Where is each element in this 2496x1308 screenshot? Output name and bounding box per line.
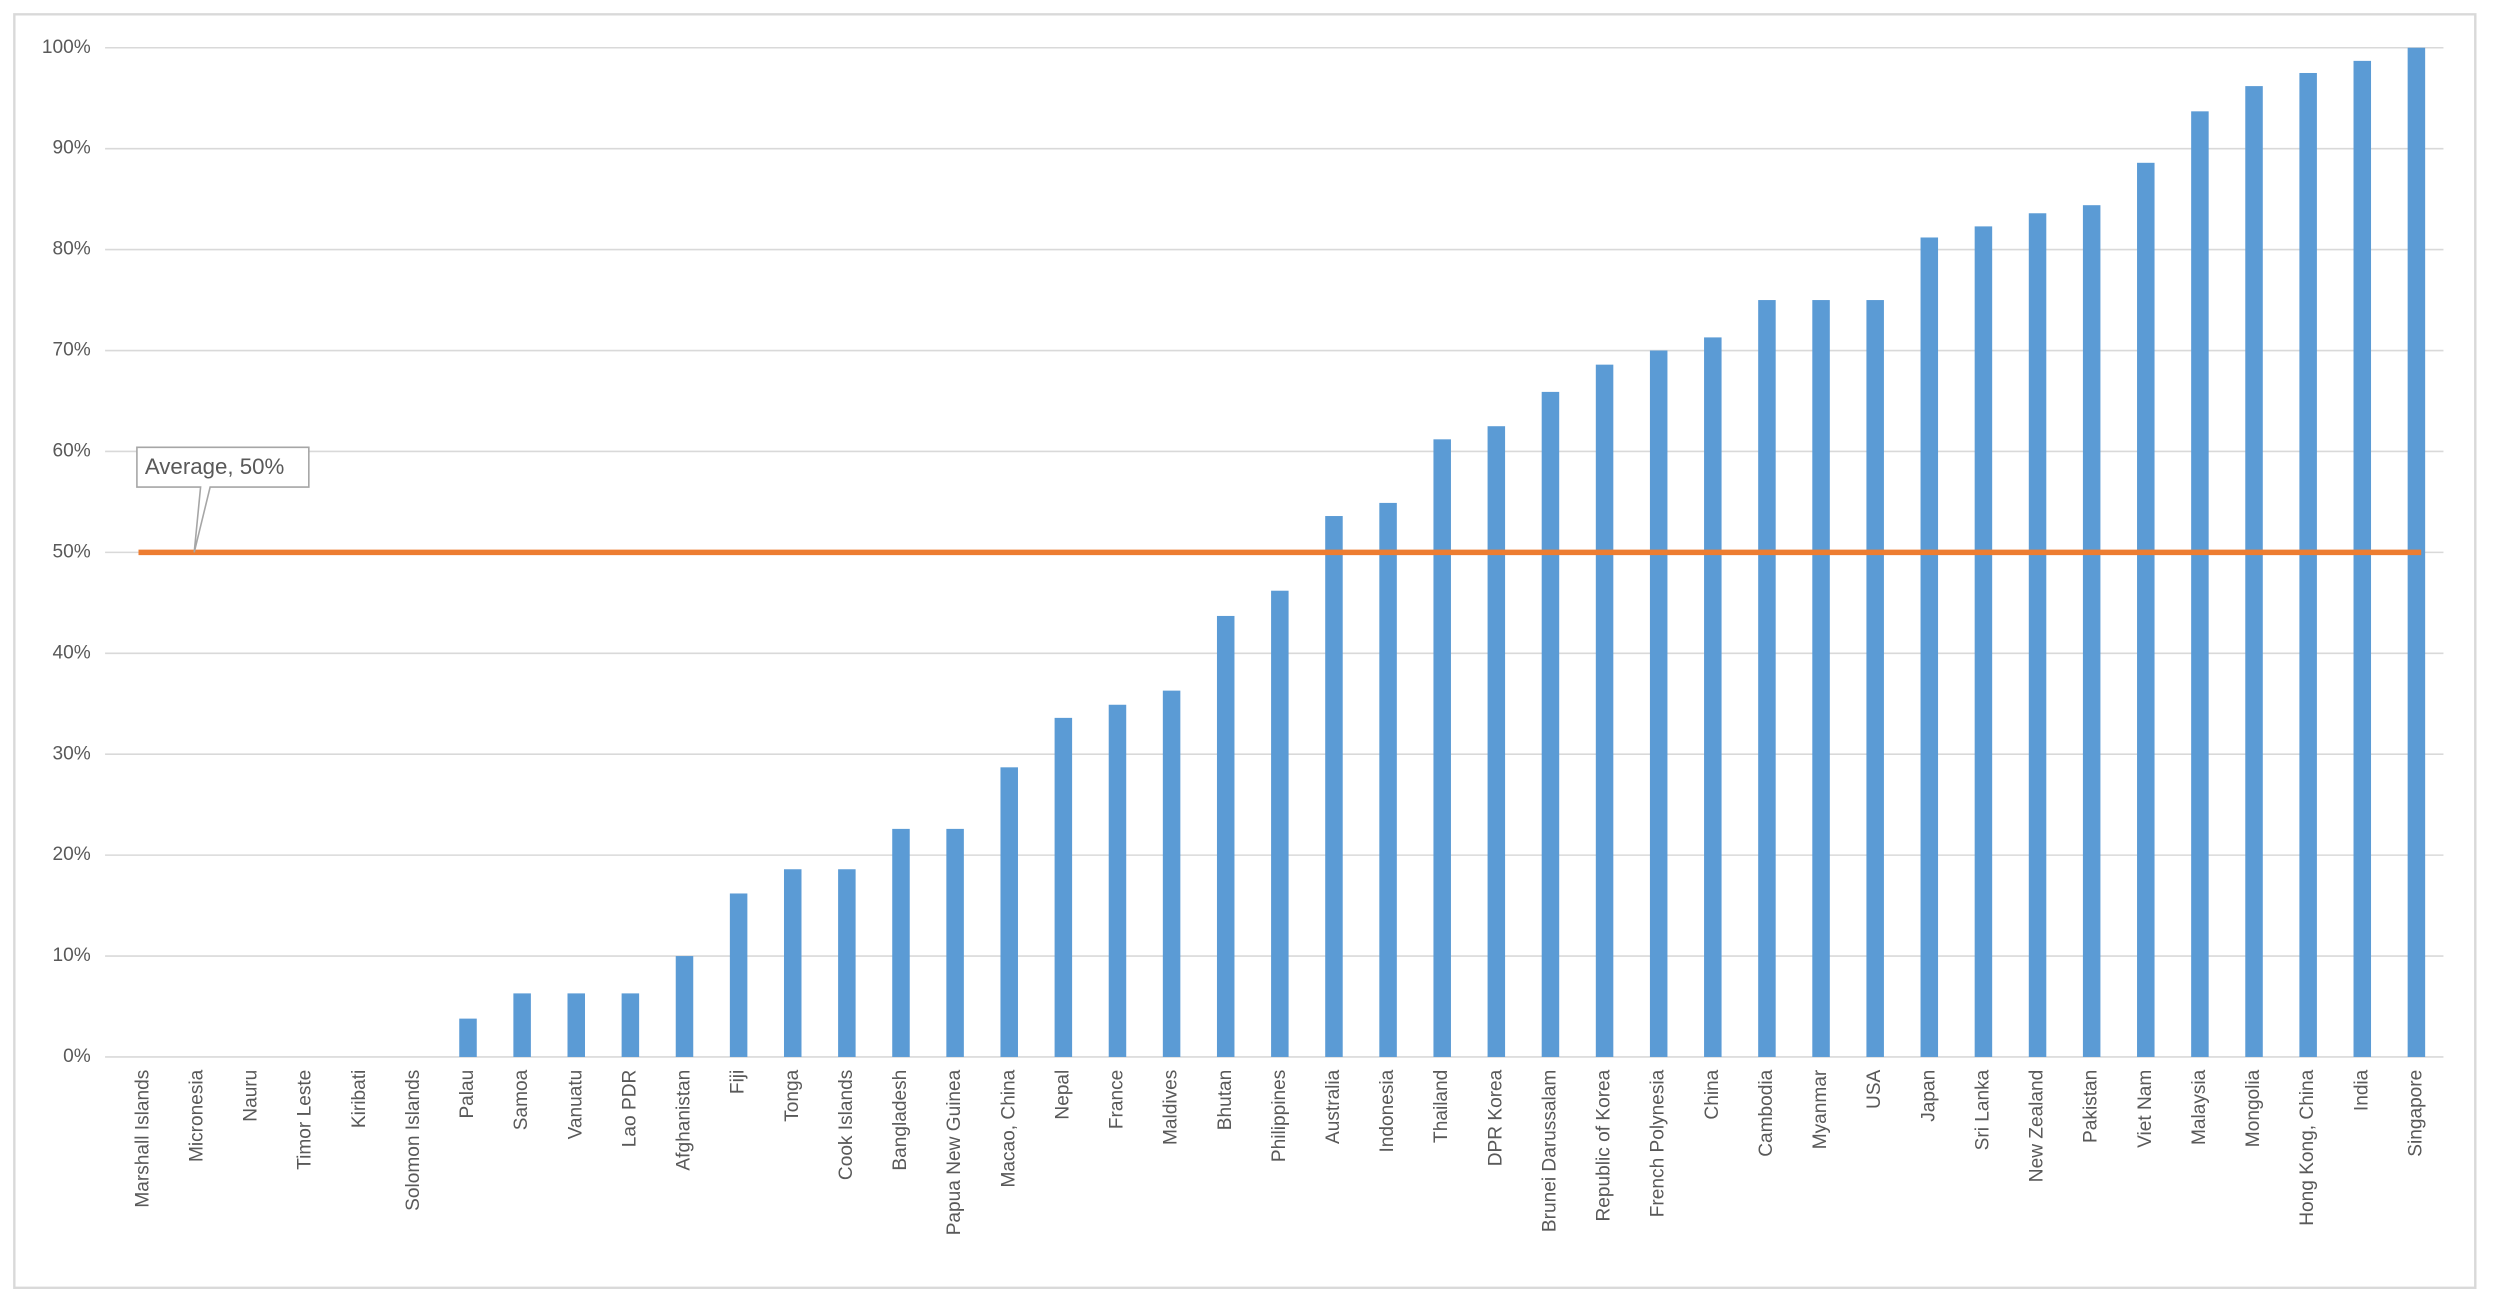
- x-tick-label: USA: [1864, 1069, 1885, 1109]
- bar: [1758, 300, 1776, 1057]
- x-tick-label: Brunei Darussalam: [1539, 1070, 1560, 1232]
- y-tick-label: 90%: [53, 138, 91, 159]
- bar: [1054, 717, 1073, 1057]
- x-tick-label: Cambodia: [1756, 1069, 1777, 1156]
- x-tick-label: Philippines: [1269, 1070, 1290, 1162]
- bar: [621, 993, 640, 1057]
- x-tick-label: Cook Islands: [836, 1070, 857, 1180]
- x-tick-label: Sri Lanka: [1972, 1069, 1993, 1150]
- y-tick-label: 70%: [53, 340, 91, 361]
- x-tick-label: Republic of Korea: [1594, 1069, 1615, 1221]
- y-tick-label: 100%: [42, 37, 91, 58]
- x-tick-label: Hong Kong, China: [2297, 1069, 2318, 1225]
- bar: [1271, 590, 1289, 1057]
- x-tick-label: New Zealand: [2027, 1070, 2048, 1183]
- callout-box: [136, 446, 310, 553]
- bar: [2299, 72, 2317, 1057]
- x-tick-label: Fiji: [728, 1070, 749, 1094]
- x-tick-label: Australia: [1323, 1069, 1344, 1144]
- x-tick-label: Pakistan: [2081, 1070, 2102, 1143]
- x-tick-label: India: [2351, 1069, 2372, 1111]
- x-tick-label: Nauru: [241, 1070, 262, 1122]
- bar: [1541, 391, 1560, 1057]
- bar: [459, 1018, 477, 1057]
- bar: [2082, 205, 2101, 1057]
- bar: [2353, 60, 2372, 1057]
- y-tick-label: 0%: [63, 1046, 91, 1067]
- x-tick-label: Japan: [1918, 1070, 1939, 1122]
- x-tick-label: France: [1107, 1070, 1128, 1129]
- x-tick-label: Afghanistan: [674, 1070, 695, 1171]
- y-tick-label: 50%: [53, 541, 91, 562]
- x-tick-label: Micronesia: [186, 1069, 207, 1162]
- bar: [946, 828, 964, 1057]
- x-tick-label: Tonga: [782, 1069, 803, 1121]
- x-tick-label: Bhutan: [1215, 1070, 1236, 1131]
- bar: [1433, 439, 1451, 1057]
- bar: [1487, 426, 1506, 1057]
- bar: [838, 869, 856, 1057]
- x-tick-label: Mongolia: [2243, 1069, 2264, 1147]
- x-tick-label: Marshall Islands: [132, 1070, 153, 1208]
- x-tick-label: Solomon Islands: [403, 1070, 424, 1211]
- x-tick-label: DPR Korea: [1485, 1069, 1506, 1166]
- x-tick-label: Lao PDR: [619, 1070, 640, 1147]
- x-tick-label: Maldives: [1161, 1070, 1182, 1145]
- bar: [1595, 364, 1614, 1057]
- x-tick-label: Vanuatu: [565, 1070, 586, 1140]
- x-tick-label: Myanmar: [1810, 1069, 1831, 1149]
- x-tick-label: Kiribati: [349, 1070, 370, 1128]
- x-tick-label: Papua New Guinea: [944, 1069, 965, 1235]
- bar: [567, 993, 586, 1057]
- bar: [1920, 237, 1939, 1057]
- bar: [2191, 111, 2209, 1057]
- average-label: Average, 50%: [145, 454, 284, 479]
- bar: [1649, 350, 1668, 1057]
- x-tick-label: Palau: [457, 1070, 478, 1119]
- bar: [1000, 767, 1018, 1057]
- x-tick-label: Bangladesh: [890, 1070, 911, 1171]
- x-tick-label: Viet Nam: [2135, 1070, 2156, 1148]
- bar: [1325, 516, 1343, 1057]
- bar: [2137, 162, 2155, 1057]
- y-tick-label: 60%: [53, 440, 91, 461]
- chart-frame: [13, 13, 2477, 1289]
- bar: [892, 828, 910, 1057]
- x-tick-label: French Polynesia: [1648, 1069, 1669, 1217]
- y-tick-label: 80%: [53, 239, 91, 260]
- x-tick-label: Nepal: [1052, 1070, 1073, 1120]
- bar: [2245, 86, 2263, 1057]
- bar: [1866, 300, 1884, 1057]
- y-tick-label: 20%: [53, 844, 91, 865]
- x-tick-label: Malaysia: [2189, 1069, 2210, 1145]
- bar: [729, 893, 748, 1057]
- bar: [1379, 502, 1397, 1057]
- x-tick-label: Indonesia: [1377, 1069, 1398, 1152]
- x-tick-label: Samoa: [511, 1069, 532, 1130]
- bar: [675, 956, 694, 1057]
- x-tick-label: Singapore: [2405, 1070, 2426, 1157]
- y-tick-label: 40%: [53, 642, 91, 663]
- bar: [1812, 300, 1830, 1057]
- bar: [783, 869, 802, 1057]
- bar: [1974, 226, 1993, 1057]
- x-tick-label: Thailand: [1431, 1070, 1452, 1143]
- x-tick-label: Macao, China: [998, 1069, 1019, 1187]
- bar: [513, 993, 531, 1057]
- bar: [1704, 337, 1722, 1057]
- bar: [2028, 213, 2047, 1057]
- bar: [1216, 615, 1235, 1057]
- bar: [1108, 704, 1127, 1057]
- x-tick-label: Timor Leste: [295, 1070, 316, 1170]
- bar: [1162, 690, 1181, 1057]
- y-tick-label: 10%: [53, 945, 91, 966]
- y-tick-label: 30%: [53, 743, 91, 764]
- x-tick-label: China: [1702, 1069, 1723, 1119]
